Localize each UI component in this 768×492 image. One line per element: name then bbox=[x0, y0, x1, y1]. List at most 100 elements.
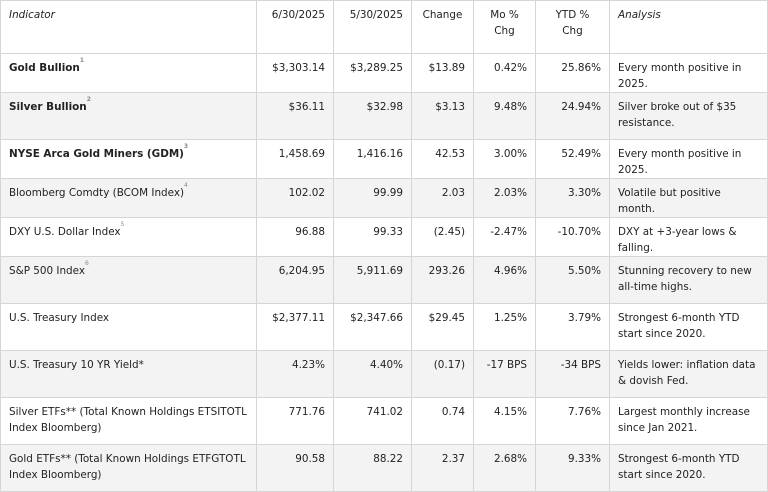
ytd-pct-chg-text: 9.33% bbox=[567, 453, 601, 465]
indicator-text: Silver ETFs** (Total Known Holdings ETSI… bbox=[9, 406, 247, 434]
value-6-30-2025-cell: 6,204.95 bbox=[256, 256, 334, 304]
analysis-cell: Largest monthly increase since Jan 2021. bbox=[609, 397, 768, 445]
value-5-30-2025-text: 1,416.16 bbox=[356, 148, 403, 160]
analysis-cell: Strongest 6-month YTD start since 2020. bbox=[609, 444, 768, 492]
value-6-30-2025-text: 1,458.69 bbox=[278, 148, 325, 160]
table-row: NYSE Arca Gold Miners (GDM)3 1,458.69 1,41… bbox=[0, 139, 768, 179]
value-5-30-2025-cell: $3,289.25 bbox=[333, 53, 412, 93]
change-cell: 42.53 bbox=[411, 139, 474, 179]
header-date-current: 6/30/2025 bbox=[256, 0, 334, 54]
indicator-cell: NYSE Arca Gold Miners (GDM)3 bbox=[0, 139, 257, 179]
header-change: Change bbox=[411, 0, 474, 54]
ytd-pct-chg-cell: 24.94% bbox=[535, 92, 610, 140]
table-row: Silver ETFs** (Total Known Holdings ETSI… bbox=[0, 397, 768, 445]
mo-pct-chg-text: 4.96% bbox=[493, 265, 527, 277]
table-row: Silver Bullion2 $36.11 $32.98 $3.13 9.48% 24.… bbox=[0, 92, 768, 140]
value-5-30-2025-text: $2,347.66 bbox=[350, 312, 403, 324]
value-5-30-2025-cell: 741.02 bbox=[333, 397, 412, 445]
value-6-30-2025-cell: 96.88 bbox=[256, 217, 334, 257]
mo-pct-chg-text: 1.25% bbox=[493, 312, 527, 324]
footnote-marker: 6 bbox=[85, 260, 89, 267]
analysis-cell: DXY at +3-year lows & falling. bbox=[609, 217, 768, 257]
change-cell: $13.89 bbox=[411, 53, 474, 93]
value-6-30-2025-text: 96.88 bbox=[295, 226, 325, 238]
header-row: Indicator 6/30/2025 5/30/2025 Change Mo … bbox=[0, 0, 768, 54]
value-5-30-2025-text: $3,289.25 bbox=[350, 62, 403, 74]
value-6-30-2025-text: $2,377.11 bbox=[272, 312, 325, 324]
footnote-marker: 5 bbox=[120, 221, 125, 228]
value-5-30-2025-cell: 5,911.69 bbox=[333, 256, 412, 304]
mo-pct-chg-text: 2.03% bbox=[493, 187, 527, 199]
ytd-pct-chg-text: 3.79% bbox=[567, 312, 601, 324]
indicator-text: Gold Bullion bbox=[9, 62, 80, 74]
change-cell: 0.74 bbox=[411, 397, 474, 445]
value-5-30-2025-cell: 99.99 bbox=[333, 178, 412, 218]
indicator-cell: DXY U.S. Dollar Index5 bbox=[0, 217, 257, 257]
header-indicator: Indicator bbox=[0, 0, 257, 54]
value-6-30-2025-text: $3,303.14 bbox=[272, 62, 325, 74]
analysis-cell: Every month positive in 2025. bbox=[609, 139, 768, 179]
mo-pct-chg-cell: -2.47% bbox=[473, 217, 536, 257]
header-ytd-chg: YTD % Chg bbox=[535, 0, 610, 54]
value-5-30-2025-text: 741.02 bbox=[366, 406, 403, 418]
value-6-30-2025-text: 4.23% bbox=[291, 359, 325, 371]
change-text: 42.53 bbox=[435, 148, 465, 160]
analysis-text: Every month positive in 2025. bbox=[618, 148, 742, 176]
value-6-30-2025-text: 102.02 bbox=[288, 187, 325, 199]
mo-pct-chg-text: 4.15% bbox=[493, 406, 527, 418]
header-date-prior: 5/30/2025 bbox=[333, 0, 412, 54]
indicator-text: DXY U.S. Dollar Index bbox=[9, 226, 121, 238]
value-6-30-2025-text: 771.76 bbox=[288, 406, 325, 418]
value-5-30-2025-cell: $32.98 bbox=[333, 92, 412, 140]
value-6-30-2025-cell: $2,377.11 bbox=[256, 303, 334, 351]
value-6-30-2025-text: 90.58 bbox=[295, 453, 325, 465]
value-5-30-2025-cell: 88.22 bbox=[333, 444, 412, 492]
ytd-pct-chg-text: 25.86% bbox=[561, 62, 601, 74]
ytd-pct-chg-cell: -34 BPS bbox=[535, 350, 610, 398]
indicator-cell: U.S. Treasury 10 YR Yield* bbox=[0, 350, 257, 398]
indicator-cell: Silver ETFs** (Total Known Holdings ETSI… bbox=[0, 397, 257, 445]
value-5-30-2025-text: 99.99 bbox=[373, 187, 403, 199]
table-row: DXY U.S. Dollar Index5 96.88 99.33 (2.45) -2… bbox=[0, 217, 768, 257]
table-row: U.S. Treasury 10 YR Yield* 4.23% 4.40% (0.1… bbox=[0, 350, 768, 398]
analysis-text: Yields lower: inflation data & dovish Fe… bbox=[618, 359, 756, 387]
value-5-30-2025-text: 88.22 bbox=[373, 453, 403, 465]
value-6-30-2025-cell: 4.23% bbox=[256, 350, 334, 398]
value-6-30-2025-text: $36.11 bbox=[288, 101, 325, 113]
table-row: Bloomberg Comdty (BCOM Index)4 102.02 99.9… bbox=[0, 178, 768, 218]
ytd-pct-chg-text: 7.76% bbox=[567, 406, 601, 418]
value-6-30-2025-cell: 90.58 bbox=[256, 444, 334, 492]
analysis-text: Strongest 6-month YTD start since 2020. bbox=[618, 312, 740, 340]
mo-pct-chg-text: 0.42% bbox=[493, 62, 527, 74]
analysis-text: Every month positive in 2025. bbox=[618, 62, 742, 90]
mo-pct-chg-text: 3.00% bbox=[493, 148, 527, 160]
analysis-text: Volatile but positive month. bbox=[618, 187, 721, 215]
change-text: $29.45 bbox=[428, 312, 465, 324]
analysis-cell: Yields lower: inflation data & dovish Fe… bbox=[609, 350, 768, 398]
mo-pct-chg-text: 9.48% bbox=[493, 101, 527, 113]
footnote-marker: 1 bbox=[79, 57, 85, 64]
value-6-30-2025-cell: 771.76 bbox=[256, 397, 334, 445]
analysis-text: Largest monthly increase since Jan 2021. bbox=[618, 406, 750, 434]
mo-pct-chg-cell: 0.42% bbox=[473, 53, 536, 93]
value-5-30-2025-cell: 99.33 bbox=[333, 217, 412, 257]
ytd-pct-chg-cell: 7.76% bbox=[535, 397, 610, 445]
ytd-pct-chg-text: 24.94% bbox=[561, 101, 601, 113]
ytd-pct-chg-cell: 52.49% bbox=[535, 139, 610, 179]
change-text: (0.17) bbox=[433, 359, 465, 371]
ytd-pct-chg-cell: 3.79% bbox=[535, 303, 610, 351]
analysis-cell: Volatile but positive month. bbox=[609, 178, 768, 218]
change-text: 2.37 bbox=[441, 453, 465, 465]
value-6-30-2025-cell: $36.11 bbox=[256, 92, 334, 140]
value-5-30-2025-text: 5,911.69 bbox=[356, 265, 403, 277]
analysis-cell: Stunning recovery to new all-time highs. bbox=[609, 256, 768, 304]
ytd-pct-chg-cell: 9.33% bbox=[535, 444, 610, 492]
mo-pct-chg-text: -2.47% bbox=[490, 226, 527, 238]
indicator-cell: S&P 500 Index6 bbox=[0, 256, 257, 304]
value-6-30-2025-text: 6,204.95 bbox=[278, 265, 325, 277]
change-cell: $3.13 bbox=[411, 92, 474, 140]
analysis-text: DXY at +3-year lows & falling. bbox=[618, 226, 737, 254]
mo-pct-chg-cell: 9.48% bbox=[473, 92, 536, 140]
analysis-cell: Strongest 6-month YTD start since 2020. bbox=[609, 303, 768, 351]
table-row: Gold Bullion1 $3,303.14 $3,289.25 $13.89 0.4… bbox=[0, 53, 768, 93]
